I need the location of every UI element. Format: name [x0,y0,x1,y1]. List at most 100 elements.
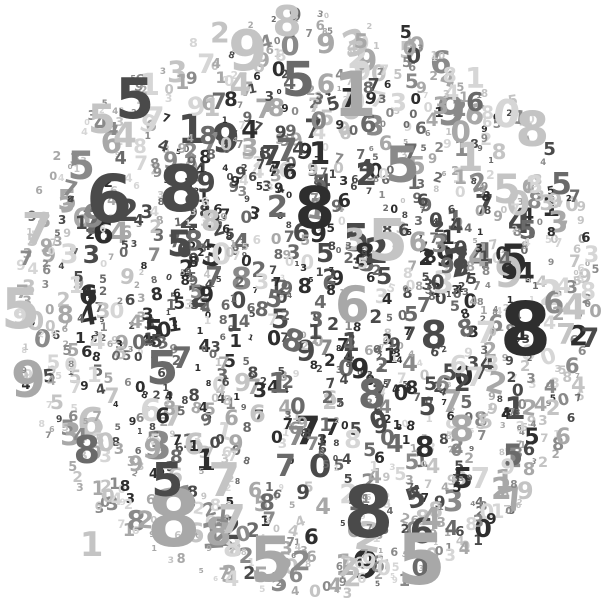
numeral-glyph: 2 [159,414,169,430]
numeral-glyph: 0 [204,311,212,322]
numeral-glyph: 2 [480,129,493,150]
numeral-glyph: 9 [244,193,250,204]
numeral-glyph: 5 [241,141,256,165]
numeral-glyph: 0 [511,380,524,401]
numeral-glyph: 0 [463,290,478,314]
numeral-glyph: 2 [149,217,162,239]
numeral-glyph: 7 [241,71,248,81]
numeral-glyph: 5 [144,315,164,347]
numeral-glyph: 8 [247,363,259,383]
numeral-glyph: 4 [241,115,259,145]
numeral-glyph: 6 [390,546,399,560]
numeral-glyph: 3 [436,516,446,532]
numeral-glyph: 5 [524,424,540,450]
numeral-glyph: 3 [526,372,536,388]
numeral-glyph: 0 [386,163,395,178]
numeral-glyph: 8 [465,515,478,536]
numeral-glyph: 4 [203,208,218,233]
numeral-glyph: 7 [320,166,329,180]
numeral-glyph: 5 [270,568,288,599]
numeral-glyph: 4 [518,109,533,133]
numeral-glyph: 1 [372,530,381,545]
numeral-glyph: 1 [226,310,243,337]
numeral-glyph: 1 [74,328,86,347]
numeral-glyph: 0 [520,243,529,257]
numeral-glyph: 4 [498,247,513,271]
numeral-glyph: 0 [318,447,325,459]
numeral-glyph: 5 [499,245,505,255]
numeral-glyph: 8 [327,239,337,254]
numeral-glyph: 7 [160,109,173,126]
numeral-glyph: 2 [104,229,112,243]
numeral-glyph: 6 [410,513,419,527]
numeral-glyph: 4 [328,573,342,597]
numeral-glyph: 3 [512,443,524,462]
numeral-glyph: 3 [53,235,63,251]
numeral-glyph: 8 [432,553,440,565]
numeral-glyph: 9 [316,26,336,60]
numeral-glyph: 4 [479,352,496,378]
numeral-glyph: 7 [171,340,193,375]
numeral-glyph: 8 [428,290,436,304]
numeral-glyph: 2 [479,184,487,196]
numeral-glyph: 1 [550,194,558,208]
numeral-glyph: 1 [373,224,382,240]
numeral-glyph: 8 [199,121,217,151]
numeral-glyph: 0 [321,142,329,154]
numeral-glyph: 3 [565,277,578,298]
numeral-glyph: 1 [495,320,505,335]
numeral-glyph: 5 [187,270,197,286]
numeral-glyph: 9 [446,473,457,490]
numeral-glyph: 2 [128,199,136,213]
numeral-glyph: 9 [152,165,163,182]
numeral-glyph: 7 [94,300,104,316]
numeral-glyph: 3 [335,365,343,377]
numeral-glyph: 1 [532,281,539,293]
numeral-glyph: 9 [350,353,370,385]
numeral-glyph: 3 [192,433,202,449]
numeral-glyph: 7 [344,557,351,569]
numeral-glyph: 8 [309,358,318,373]
numeral-glyph: 9 [166,390,174,402]
numeral-glyph: 0 [285,191,293,202]
numeral-glyph: 0 [322,580,332,596]
numeral-glyph: 4 [358,154,374,179]
numeral-glyph: 4 [144,334,153,350]
numeral-glyph: 6 [335,561,343,573]
numeral-glyph: 9 [361,493,369,505]
numeral-glyph: 3 [99,445,112,467]
numeral-glyph: 3 [184,298,194,314]
numeral-glyph: 1 [221,114,228,125]
numeral-glyph: 8 [402,284,413,302]
numeral-glyph: 2 [333,415,340,425]
numeral-glyph: 4 [112,106,119,117]
numeral-glyph: 4 [224,565,240,591]
numeral-glyph: 0 [220,134,233,155]
numeral-glyph: 0 [402,37,417,61]
numeral-glyph: 3 [87,108,98,125]
numeral-glyph: 4 [475,495,484,510]
numeral-glyph: 4 [150,351,156,361]
numeral-glyph: 9 [296,412,309,433]
numeral-glyph: 2 [361,470,376,496]
numeral-glyph: 3 [346,128,352,138]
numeral-glyph: 2 [62,338,69,350]
numeral-glyph: 8 [15,305,25,321]
numeral-glyph: 7 [568,251,581,272]
numeral-glyph: 1 [196,325,204,337]
numeral-glyph: 7 [416,293,431,318]
numeral-glyph: 3 [538,413,548,430]
numeral-glyph: 5 [333,455,345,474]
numeral-glyph: 3 [374,284,389,308]
numeral-glyph: 9 [11,351,46,409]
numeral-glyph: 7 [254,94,274,126]
numeral-glyph: 8 [445,431,452,442]
numeral-glyph: 9 [525,275,531,285]
numeral-glyph: 0 [536,217,543,228]
numeral-glyph: 4 [521,204,535,226]
numeral-glyph: 4 [341,452,352,469]
numeral-glyph: 8 [525,169,543,199]
numeral-glyph: 0 [405,517,421,543]
numeral-glyph: 8 [90,334,98,346]
numeral-glyph: 3 [365,396,374,410]
